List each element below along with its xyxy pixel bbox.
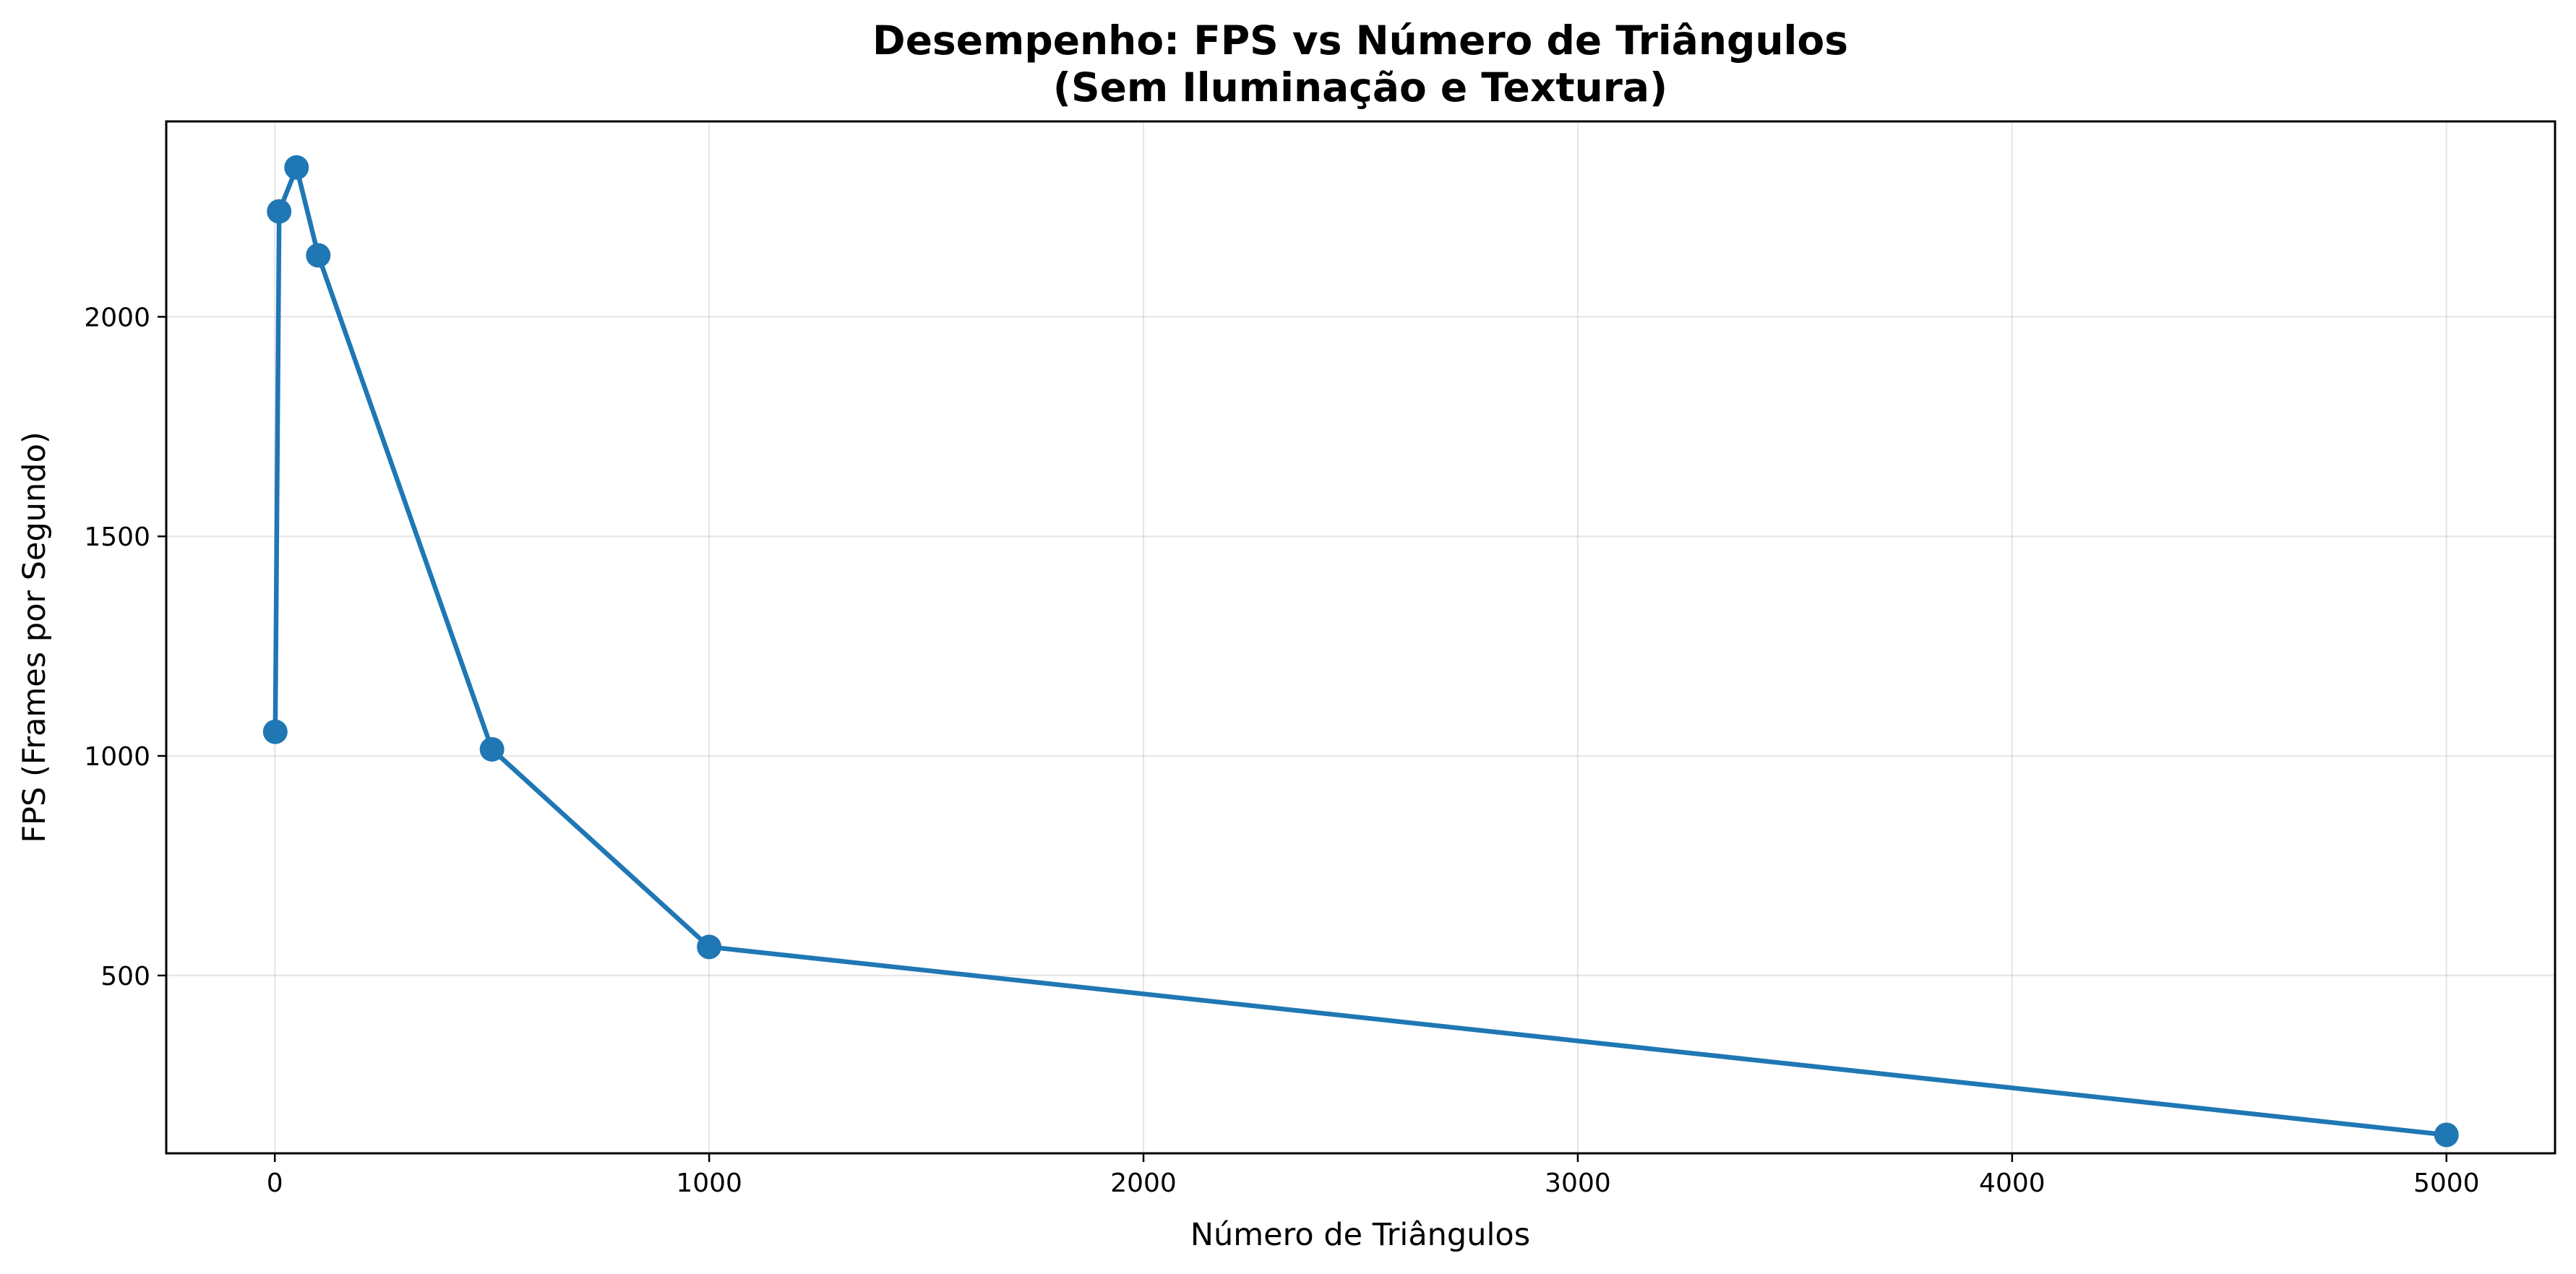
x-tick-label: 4000: [1979, 1168, 2045, 1198]
data-point-marker: [479, 736, 505, 762]
data-point-marker: [262, 719, 288, 744]
y-axis-label: FPS (Frames por Segundo): [17, 431, 53, 843]
y-tick-label: 1000: [84, 742, 150, 772]
x-tick-label: 2000: [1110, 1168, 1177, 1198]
grid: [166, 121, 2555, 1153]
x-tick-label: 1000: [676, 1168, 742, 1198]
data-point-marker: [2434, 1122, 2459, 1148]
y-axis: 500 1000 1500 2000: [84, 303, 166, 991]
series-layer: [262, 155, 2459, 1148]
x-tick-label: 0: [267, 1168, 283, 1198]
chart-title: Desempenho: FPS vs Número de Triângulos: [872, 17, 1848, 64]
plot-frame: [165, 120, 2556, 1155]
chart-subtitle: (Sem Iluminação e Textura): [1053, 64, 1667, 111]
y-tick-label: 2000: [84, 303, 150, 332]
x-axis: 0 1000 2000 3000 4000 5000: [267, 1153, 2480, 1198]
x-tick-label: 3000: [1545, 1168, 1611, 1198]
y-tick-label: 500: [100, 962, 150, 991]
data-point-marker: [267, 199, 292, 224]
x-tick-label: 5000: [2413, 1168, 2480, 1198]
data-point-marker: [697, 934, 722, 960]
y-tick-label: 1500: [84, 522, 150, 552]
x-axis-label: Número de Triângulos: [1190, 1217, 1530, 1253]
data-point-marker: [284, 155, 309, 180]
data-point-marker: [306, 243, 331, 268]
